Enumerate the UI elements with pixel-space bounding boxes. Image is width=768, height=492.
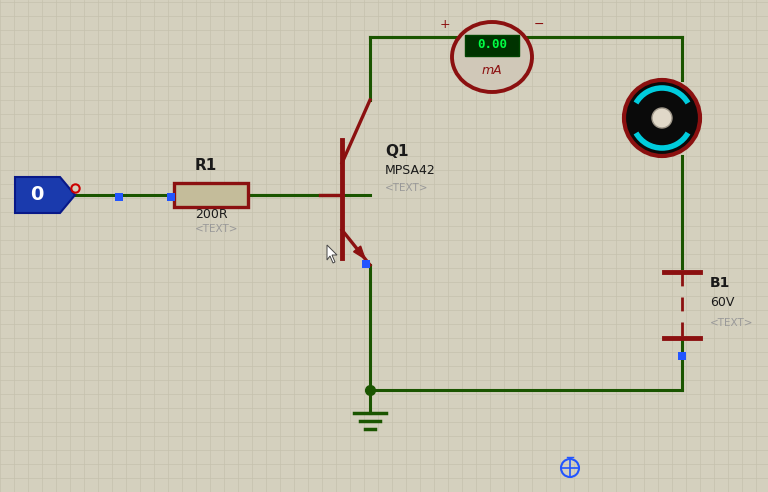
FancyBboxPatch shape	[174, 183, 248, 207]
Text: <TEXT>: <TEXT>	[710, 318, 753, 328]
Polygon shape	[15, 177, 75, 213]
Text: <TEXT>: <TEXT>	[385, 183, 429, 193]
Polygon shape	[327, 245, 337, 263]
Text: B1: B1	[710, 276, 730, 290]
Polygon shape	[353, 246, 365, 259]
Text: mA: mA	[482, 64, 502, 78]
Text: R1: R1	[195, 157, 217, 173]
Bar	[362, 260, 370, 268]
Bar	[115, 193, 123, 201]
Bar	[167, 193, 175, 201]
Circle shape	[652, 108, 672, 128]
Text: MPSA42: MPSA42	[385, 163, 435, 177]
Text: +: +	[440, 18, 450, 31]
Text: 60V: 60V	[710, 297, 734, 309]
Text: 200R: 200R	[195, 209, 227, 221]
Text: 0.00: 0.00	[477, 38, 507, 52]
Text: −: −	[534, 18, 545, 31]
FancyBboxPatch shape	[465, 35, 519, 56]
Circle shape	[624, 80, 700, 156]
Text: 0: 0	[30, 185, 44, 205]
Text: <TEXT>: <TEXT>	[195, 224, 239, 234]
Bar	[678, 352, 686, 360]
Text: Q1: Q1	[385, 145, 409, 159]
Ellipse shape	[452, 22, 532, 92]
